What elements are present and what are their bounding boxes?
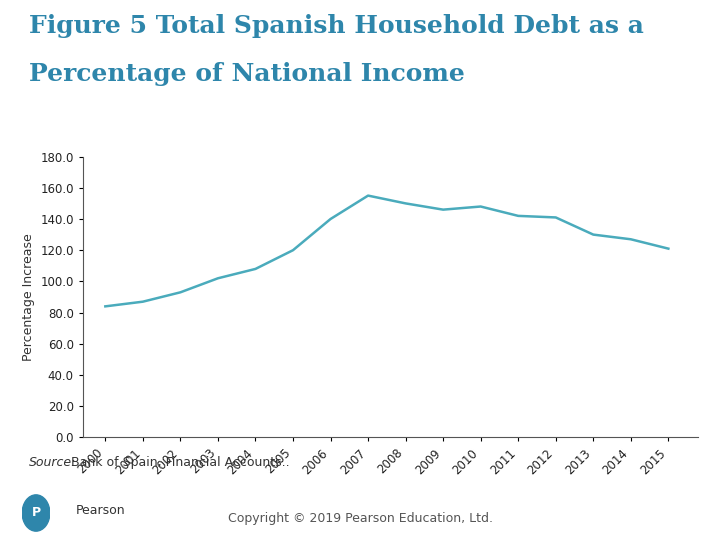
- Circle shape: [22, 495, 50, 531]
- Text: Copyright © 2019 Pearson Education, Ltd.: Copyright © 2019 Pearson Education, Ltd.: [228, 512, 492, 525]
- Text: Source:: Source:: [29, 456, 76, 469]
- Text: Percentage of National Income: Percentage of National Income: [29, 62, 464, 86]
- Text: P: P: [32, 507, 40, 519]
- Text: Figure 5 Total Spanish Household Debt as a: Figure 5 Total Spanish Household Debt as…: [29, 14, 644, 37]
- Y-axis label: Percentage Increase: Percentage Increase: [22, 233, 35, 361]
- Text: Bank of Spain, Financial Accounts..: Bank of Spain, Financial Accounts..: [67, 456, 289, 469]
- Text: Pearson: Pearson: [76, 504, 125, 517]
